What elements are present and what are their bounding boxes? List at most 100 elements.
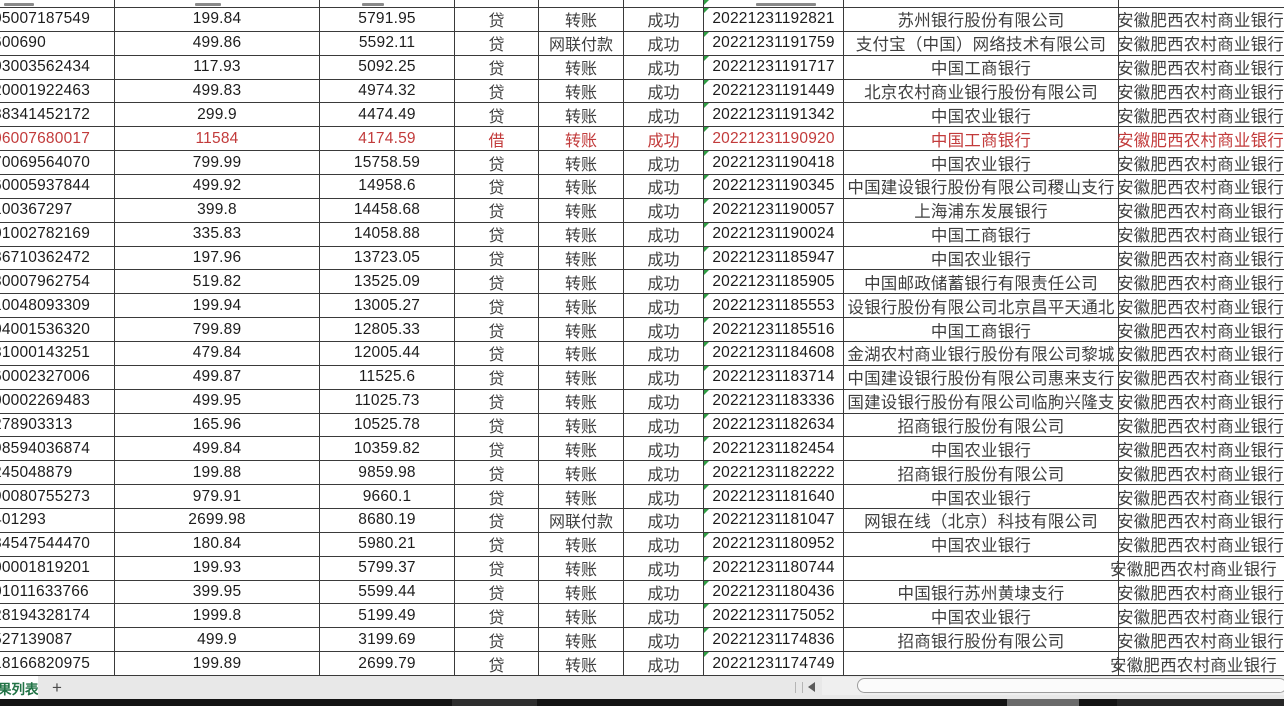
cell-status[interactable]: 成功 xyxy=(624,103,704,127)
cell-account[interactable]: 06007680017 xyxy=(0,127,115,151)
cell-account[interactable]: 600690 xyxy=(0,31,115,55)
cell-amount[interactable]: 335.83 xyxy=(115,222,320,246)
cell-timestamp[interactable]: 20221231185516 xyxy=(704,318,844,342)
cell-balance[interactable]: 13525.09 xyxy=(320,270,455,294)
cell-debit-credit[interactable]: 贷 xyxy=(455,461,539,485)
cell-payee-bank[interactable]: 安徽肥西农村商业银行 xyxy=(1117,294,1284,317)
cell-counterparty-bank[interactable]: 金湖农村商业银行股份有限公司黎城 xyxy=(844,342,1119,365)
cell-status[interactable]: 成功 xyxy=(624,389,704,413)
cell-debit-credit[interactable]: 贷 xyxy=(455,222,539,246)
cell-balance[interactable]: 13723.05 xyxy=(320,246,455,270)
cell-debit-credit[interactable]: 贷 xyxy=(455,437,539,461)
cell-amount[interactable]: 499.9 xyxy=(115,628,320,652)
cell-payee-bank[interactable]: 安徽肥西农村商业银行 xyxy=(1117,199,1284,222)
cell-payee-bank[interactable]: 安徽肥西农村商业银行 xyxy=(1117,581,1284,604)
cell-payee-bank[interactable]: 安徽肥西农村商业银行 xyxy=(1110,557,1284,580)
cell-amount[interactable]: 499.87 xyxy=(115,365,320,389)
cell-account[interactable]: 98594036874 xyxy=(0,437,115,461)
cell-payee-bank[interactable]: 安徽肥西农村商业银行 xyxy=(1117,390,1284,413)
cell-method[interactable]: 转账 xyxy=(539,342,624,365)
cell-balance[interactable]: 11025.73 xyxy=(320,389,455,413)
cell-payee-bank[interactable]: 安徽肥西农村商业银行 xyxy=(1117,604,1284,627)
cell-timestamp[interactable]: 20221231183336 xyxy=(704,389,844,413)
cell-account[interactable]: 60005937844 xyxy=(0,175,115,198)
cell-balance[interactable]: 12805.33 xyxy=(320,318,455,342)
cell-status[interactable]: 成功 xyxy=(624,31,704,55)
cell-amount[interactable]: 499.95 xyxy=(115,389,320,413)
cell-status[interactable]: 成功 xyxy=(624,127,704,151)
cell-counterparty-bank[interactable]: 中国银行苏州黄埭支行 xyxy=(844,580,1119,604)
active-sheet-tab[interactable]: 果列表 xyxy=(0,676,38,699)
cell-payee-bank[interactable]: 安徽肥西农村商业银行 xyxy=(1117,103,1284,126)
cell-status[interactable]: 成功 xyxy=(624,222,704,246)
cell-debit-credit[interactable]: 贷 xyxy=(455,79,539,103)
cell-balance[interactable]: 9660.1 xyxy=(320,485,455,509)
cell-amount[interactable]: 399.8 xyxy=(115,198,320,222)
cell-payee-bank[interactable]: 安徽肥西农村商业银行 xyxy=(1117,437,1284,460)
cell-amount[interactable]: 11584 xyxy=(115,127,320,151)
horizontal-scrollbar-thumb[interactable] xyxy=(857,678,1284,693)
cell-debit-credit[interactable]: 贷 xyxy=(455,246,539,270)
cell-counterparty-bank[interactable] xyxy=(844,556,1119,580)
cell-timestamp[interactable]: 20221231191342 xyxy=(704,103,844,127)
cell-balance[interactable]: 9859.98 xyxy=(320,461,455,485)
cell-timestamp[interactable]: 20221231190345 xyxy=(704,175,844,198)
cell-timestamp[interactable]: 20221231174836 xyxy=(704,628,844,652)
cell-debit-credit[interactable]: 贷 xyxy=(455,556,539,580)
cell-counterparty-bank[interactable]: 中国农业银行 xyxy=(844,485,1119,509)
cell-method[interactable]: 转账 xyxy=(539,365,624,389)
cell-account[interactable]: 88341452172 xyxy=(0,103,115,127)
cell-debit-credit[interactable]: 贷 xyxy=(455,294,539,318)
cell-counterparty-bank[interactable]: 招商银行股份有限公司 xyxy=(844,461,1119,485)
cell-counterparty-bank[interactable]: 上海浦东发展银行 xyxy=(844,198,1119,222)
cell-counterparty-bank[interactable]: 中国农业银行 xyxy=(844,151,1119,175)
cell-amount[interactable]: 299.9 xyxy=(115,103,320,127)
cell-debit-credit[interactable]: 贷 xyxy=(455,365,539,389)
cell-amount[interactable]: 499.86 xyxy=(115,31,320,55)
cell-payee-bank[interactable]: 安徽肥西农村商业银行 xyxy=(1117,461,1284,484)
cell-amount[interactable]: 479.84 xyxy=(115,342,320,365)
cell-account[interactable]: 28194328174 xyxy=(0,604,115,628)
cell-amount[interactable]: 165.96 xyxy=(115,413,320,437)
cell-balance[interactable]: 15758.59 xyxy=(320,151,455,175)
cell-timestamp[interactable]: 20221231180744 xyxy=(704,556,844,580)
cell-method[interactable]: 转账 xyxy=(539,652,624,676)
add-sheet-button[interactable]: + xyxy=(52,677,62,697)
cell-status[interactable]: 成功 xyxy=(624,342,704,365)
cell-status[interactable]: 成功 xyxy=(624,628,704,652)
cell-counterparty-bank[interactable]: 中国农业银行 xyxy=(844,532,1119,556)
cell-amount[interactable]: 499.84 xyxy=(115,437,320,461)
cell-balance[interactable]: 14058.88 xyxy=(320,222,455,246)
cell-timestamp[interactable]: 20221231181047 xyxy=(704,509,844,532)
cell-amount[interactable]: 199.88 xyxy=(115,461,320,485)
cell-timestamp[interactable]: 20221231191759 xyxy=(704,31,844,55)
cell-method[interactable]: 转账 xyxy=(539,413,624,437)
cell-counterparty-bank[interactable]: 招商银行股份有限公司 xyxy=(844,628,1119,652)
cell-payee-bank[interactable]: 安徽肥西农村商业银行 xyxy=(1117,80,1284,103)
cell-counterparty-bank[interactable]: 北京农村商业银行股份有限公司 xyxy=(844,79,1119,103)
cell-account[interactable]: 30007962754 xyxy=(0,270,115,294)
cell-debit-credit[interactable]: 贷 xyxy=(455,389,539,413)
cell-amount[interactable]: 180.84 xyxy=(115,532,320,556)
cell-account[interactable]: 278903313 xyxy=(0,413,115,437)
cell-payee-bank[interactable]: 安徽肥西农村商业银行 xyxy=(1117,366,1284,389)
cell-timestamp[interactable]: 20221231191717 xyxy=(704,55,844,79)
cell-method[interactable]: 转账 xyxy=(539,556,624,580)
cell-timestamp[interactable]: 20221231190057 xyxy=(704,198,844,222)
cell-amount[interactable]: 979.91 xyxy=(115,485,320,509)
cell-timestamp[interactable]: 20221231182222 xyxy=(704,461,844,485)
cell-payee-bank[interactable]: 安徽肥西农村商业银行 xyxy=(1117,533,1284,556)
cell-payee-bank[interactable]: 安徽肥西农村商业银行 xyxy=(1117,8,1284,31)
cell-account[interactable]: 70069564070 xyxy=(0,151,115,175)
cell-payee-bank[interactable]: 安徽肥西农村商业银行 xyxy=(1117,318,1284,341)
cell-method[interactable]: 转账 xyxy=(539,389,624,413)
cell-account[interactable]: 31000143251 xyxy=(0,342,115,365)
cell-method[interactable]: 转账 xyxy=(539,79,624,103)
cell-status[interactable]: 成功 xyxy=(624,532,704,556)
cell-amount[interactable]: 2699.98 xyxy=(115,509,320,532)
cell-debit-credit[interactable]: 贷 xyxy=(455,580,539,604)
cell-debit-credit[interactable]: 贷 xyxy=(455,8,539,31)
cell-timestamp[interactable]: 20221231182454 xyxy=(704,437,844,461)
cell-payee-bank[interactable]: 安徽肥西农村商业银行 xyxy=(1117,32,1284,55)
cell-method[interactable]: 网联付款 xyxy=(539,509,624,532)
